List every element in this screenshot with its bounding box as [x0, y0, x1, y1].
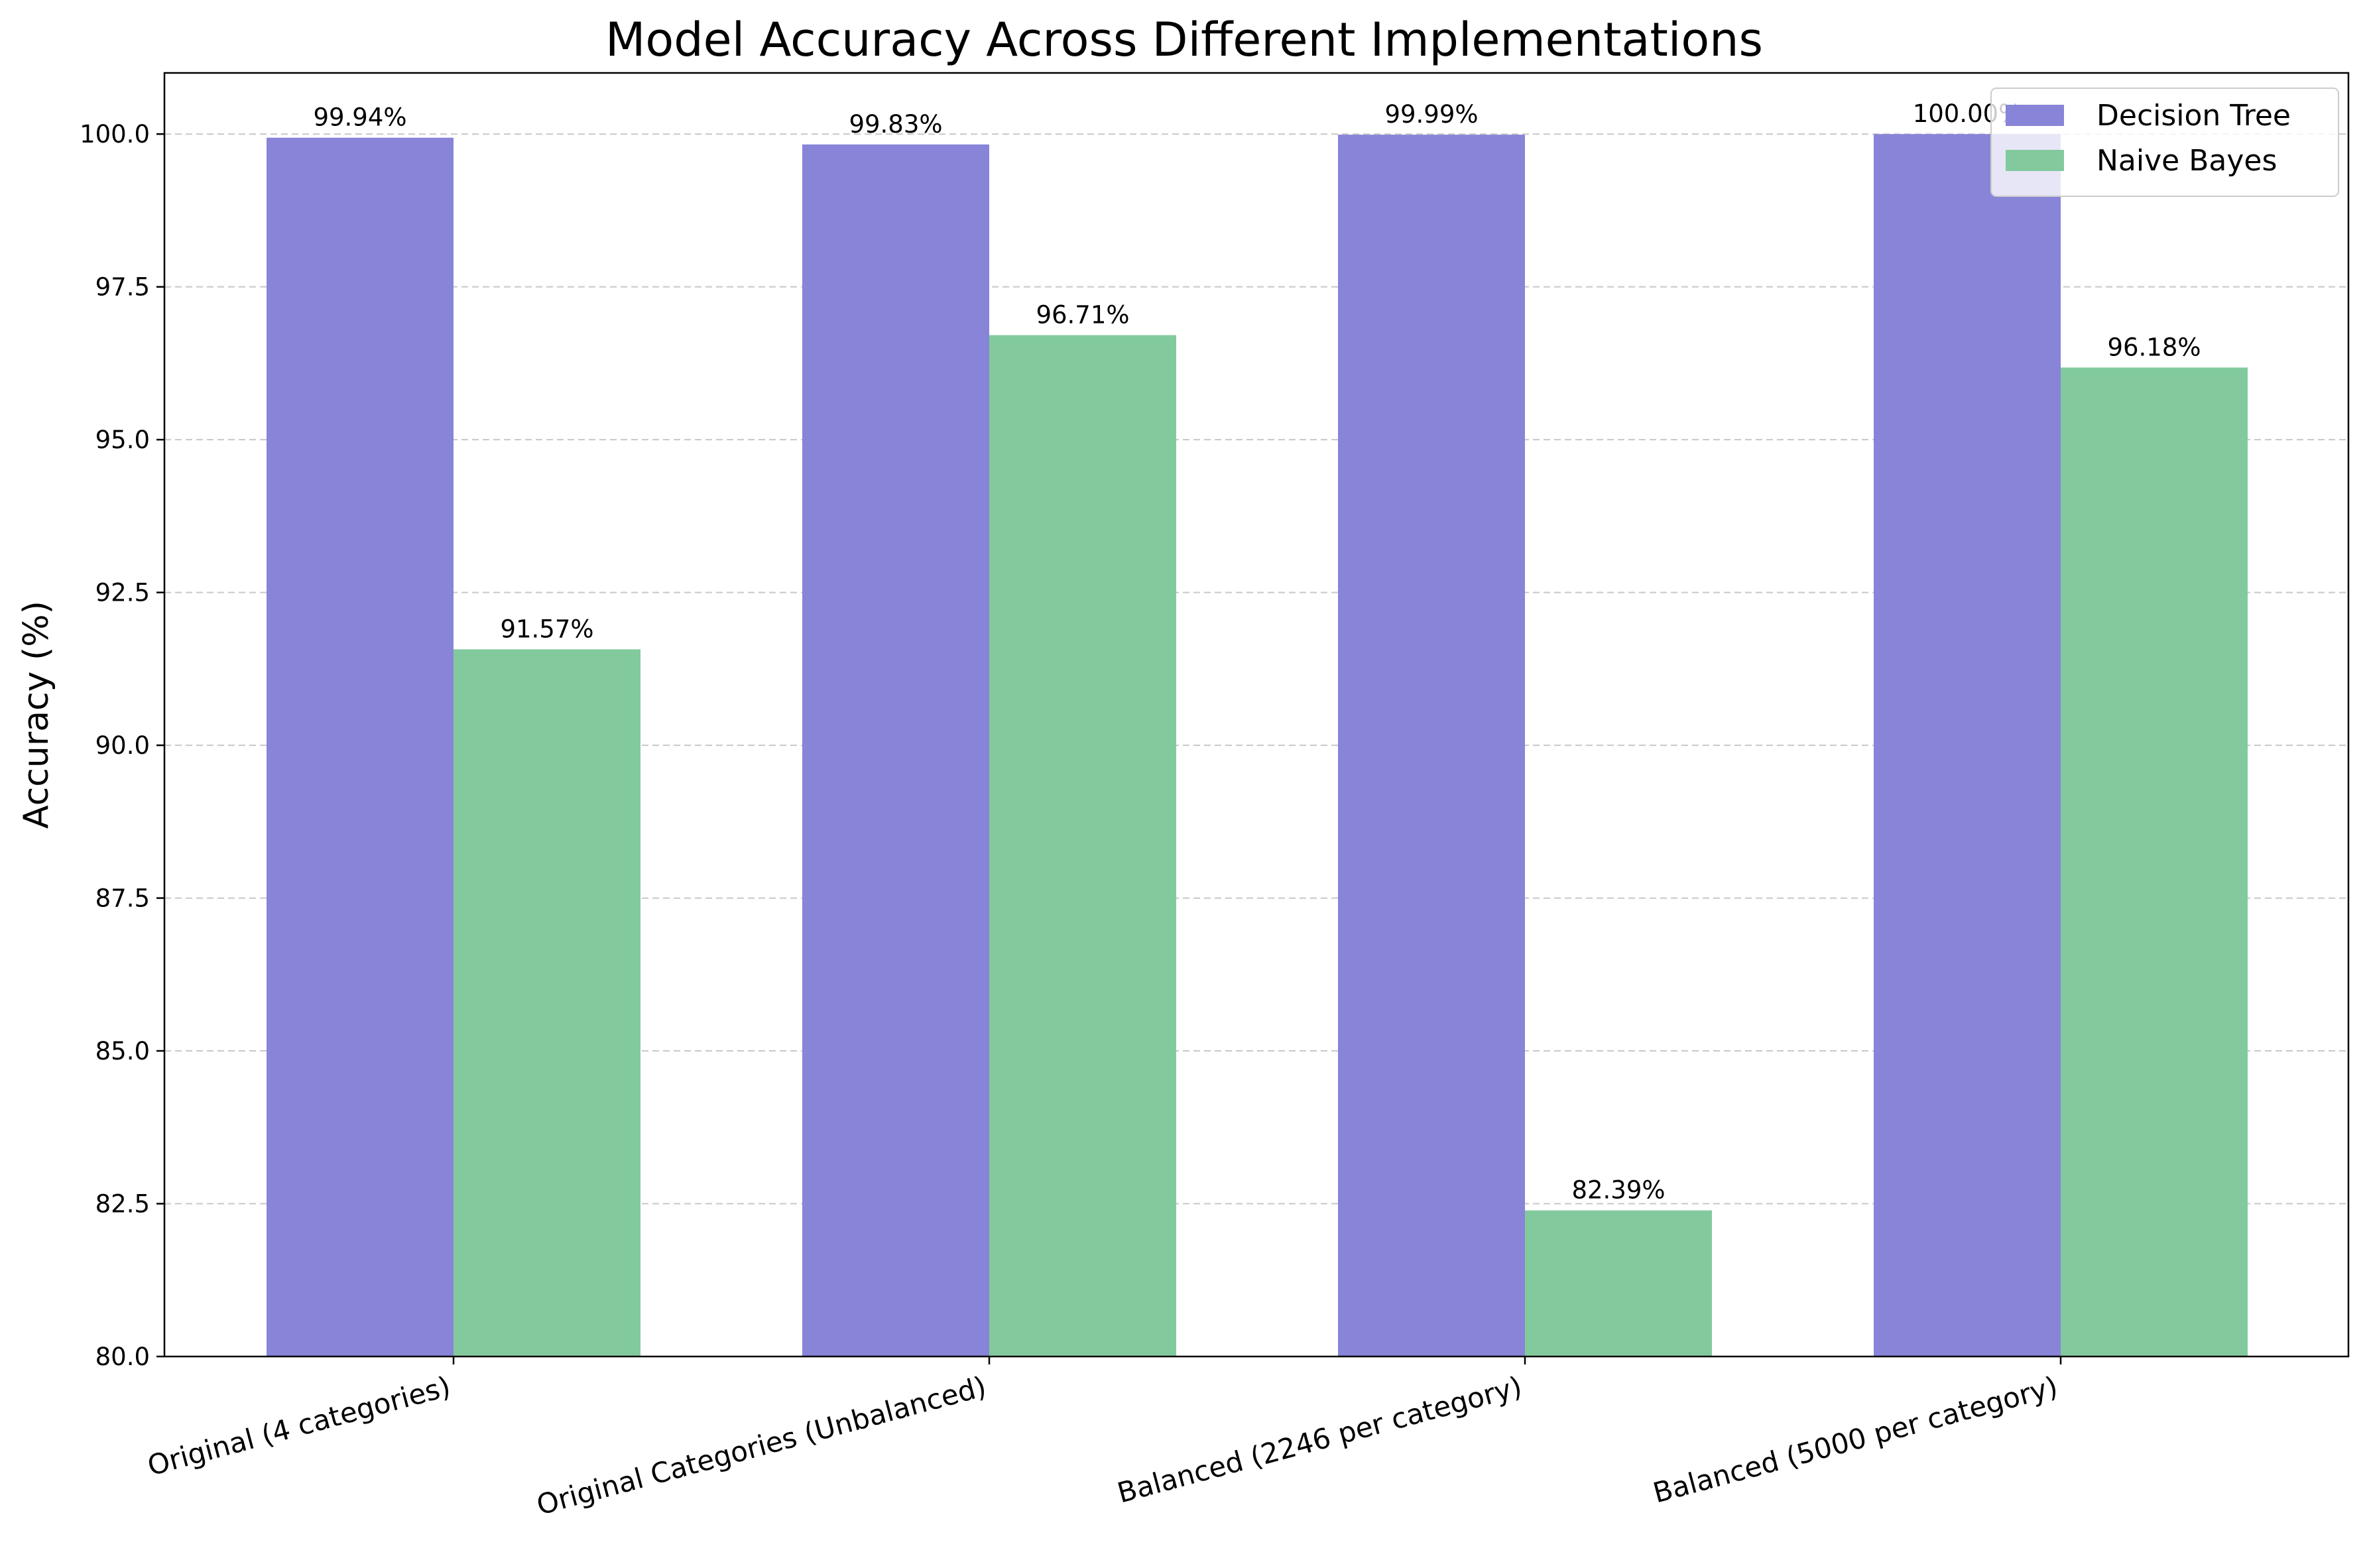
bar-decision-tree — [1874, 134, 2061, 1357]
data-label: 99.83% — [849, 110, 942, 139]
y-tick-label: 97.5 — [95, 273, 150, 302]
plot-frame — [163, 72, 2350, 1358]
x-tick-label: Original Categories (Unbalanced) — [533, 1370, 989, 1521]
x-tick-label: Original (4 categories) — [144, 1370, 454, 1482]
legend-swatch — [2006, 105, 2064, 126]
y-tick-label: 82.5 — [95, 1190, 150, 1219]
y-tick-label: 87.5 — [95, 884, 150, 913]
y-tick-label: 85.0 — [95, 1037, 150, 1065]
data-label: 99.99% — [1384, 100, 1478, 129]
legend-box — [1990, 88, 2339, 197]
legend-swatch — [2006, 150, 2064, 171]
bar-decision-tree — [267, 137, 454, 1357]
x-axis: Original (4 categories) Original Categori… — [144, 1357, 2062, 1522]
x-tick-label: Balanced (5000 per category) — [1650, 1370, 2061, 1509]
y-tick-label: 80.0 — [95, 1343, 150, 1371]
bars — [267, 134, 2248, 1357]
y-tick-label: 100.0 — [80, 120, 150, 149]
bar-decision-tree — [1338, 135, 1525, 1357]
y-tick-label: 90.0 — [95, 731, 150, 760]
y-axis-label: Accuracy (%) — [17, 601, 56, 829]
bar-naive-bayes — [989, 335, 1176, 1357]
data-label: 82.39% — [1571, 1176, 1665, 1205]
chart-title: Model Accuracy Across Different Implemen… — [605, 13, 1763, 67]
data-label: 99.94% — [313, 103, 406, 132]
data-label: 91.57% — [500, 615, 593, 643]
bar-naive-bayes — [2061, 367, 2248, 1357]
bar-decision-tree — [802, 144, 989, 1357]
y-tick-label: 95.0 — [95, 426, 150, 454]
legend-label: Decision Tree — [2096, 99, 2291, 133]
bar-naive-bayes — [454, 649, 640, 1357]
legend-label: Naive Bayes — [2096, 144, 2277, 178]
bar-naive-bayes — [1525, 1210, 1712, 1357]
x-tick-label: Balanced (2246 per category) — [1114, 1370, 1526, 1509]
data-label: 96.71% — [1036, 300, 1129, 329]
legend: Decision Tree Naive Bayes — [1990, 88, 2339, 197]
y-axis: 80.0 82.5 85.0 87.5 90.0 92.5 95.0 97.5 100.0 — [80, 120, 164, 1371]
y-tick-label: 92.5 — [95, 579, 150, 607]
data-label: 96.18% — [2107, 333, 2201, 361]
